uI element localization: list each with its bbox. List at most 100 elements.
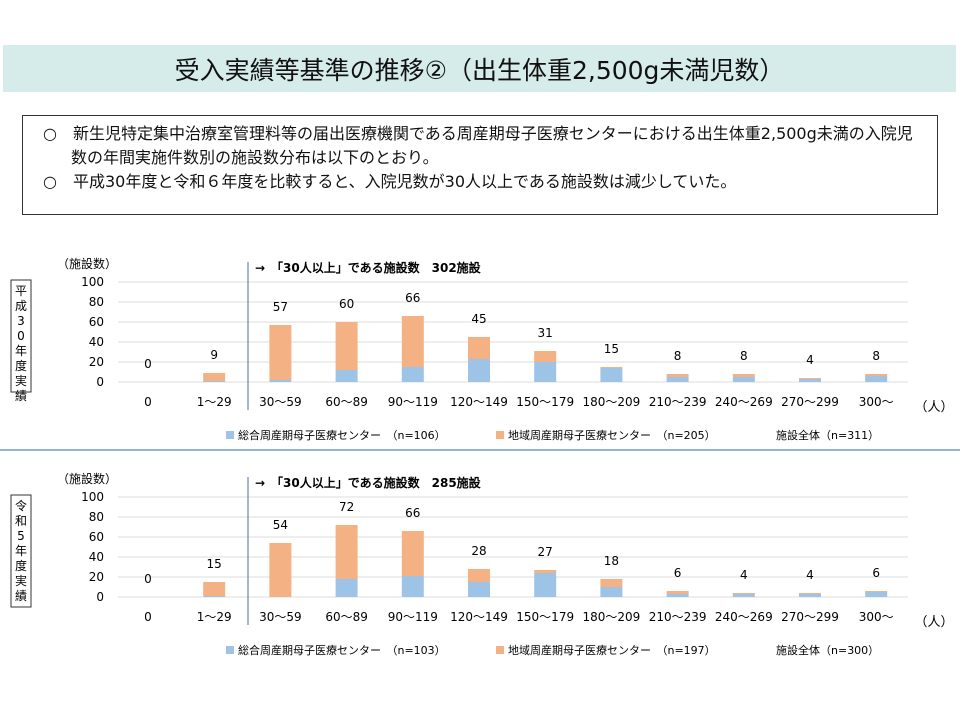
bar-regional	[203, 373, 226, 381]
bar-general	[600, 587, 623, 597]
x-tick-label: 180～209	[582, 610, 640, 624]
bar-general	[865, 376, 888, 382]
legend-regional: 地域周産期母子医療センター （n=197）	[508, 643, 716, 657]
x-tick-label: 90～119	[388, 395, 438, 409]
summary-box: ○ 新生児特定集中治療室管理料等の届出医療機関である周産期母子医療センターにおけ…	[22, 115, 938, 215]
bar-regional	[203, 582, 226, 596]
bar-general	[534, 362, 557, 382]
bar-regional	[401, 531, 424, 576]
bar-general	[401, 576, 424, 597]
y-tick-label: 0	[96, 590, 104, 604]
data-label: 8	[872, 349, 880, 363]
x-axis-unit: （人）	[914, 400, 953, 415]
x-tick-label: 240～269	[715, 395, 773, 409]
bar-general	[468, 359, 490, 382]
y-tick-label: 40	[89, 335, 104, 349]
bar-regional	[335, 525, 358, 579]
y-tick-label: 0	[96, 375, 104, 389]
side-label-char: 年	[15, 544, 27, 558]
bar-regional	[534, 351, 557, 362]
bar-general	[865, 592, 888, 597]
x-tick-label: 0	[144, 610, 152, 624]
data-label: 0	[144, 572, 152, 586]
annotation: → 「30人以上」である施設数 285施設	[255, 475, 482, 490]
bar-regional	[468, 569, 490, 582]
x-tick-label: 1～29	[197, 395, 232, 409]
x-tick-label: 1～29	[197, 610, 232, 624]
side-label-char: 令	[15, 498, 27, 513]
bar-general	[534, 573, 557, 597]
bar-general	[401, 367, 424, 382]
side-label-box	[10, 494, 32, 608]
data-label: 27	[538, 545, 553, 559]
note-2: ○ 平成30年度と令和６年度を比較すると、入院児数が30人以上である施設数は減少…	[43, 172, 737, 191]
bar-regional	[468, 337, 490, 359]
bar-general	[732, 377, 755, 382]
y-axis-label: （施設数）	[57, 471, 117, 486]
legend-general: 総合周産期母子医療センター （n=106）	[238, 428, 446, 442]
side-label-char: 平	[15, 284, 27, 298]
side-label-char: 実	[15, 373, 27, 388]
page-title: 受入実績等基準の推移②（出生体重2,500g未満児数）	[3, 45, 956, 92]
bar-regional	[799, 378, 821, 379]
x-tick-label: 120～149	[450, 395, 508, 409]
data-label: 6	[872, 566, 880, 580]
x-tick-label: 30～59	[259, 610, 302, 624]
data-label: 72	[339, 500, 354, 514]
x-tick-label: 120～149	[450, 610, 508, 624]
data-label: 45	[471, 312, 486, 326]
x-tick-label: 150～179	[516, 610, 574, 624]
y-tick-label: 20	[89, 355, 104, 369]
bar-general	[335, 579, 358, 597]
x-tick-label: 270～299	[781, 610, 839, 624]
data-label: 57	[273, 300, 288, 314]
data-label: 4	[740, 568, 748, 582]
bar-general	[468, 582, 490, 597]
y-tick-label: 80	[89, 510, 104, 524]
data-label: 4	[806, 568, 814, 582]
side-label-char: 5	[17, 529, 25, 543]
bar-regional	[269, 543, 292, 597]
bar-regional	[666, 374, 689, 377]
bar-general	[799, 594, 821, 597]
x-tick-label: 270～299	[781, 395, 839, 409]
side-label-char: 0	[17, 329, 25, 343]
bar-general	[203, 381, 226, 382]
data-label: 8	[674, 349, 682, 363]
data-label: 9	[210, 348, 218, 362]
x-axis-unit: （人）	[914, 615, 953, 630]
side-label-char: 成	[15, 299, 27, 313]
legend-swatch-general	[226, 431, 234, 439]
data-label: 60	[339, 297, 354, 311]
bar-general	[203, 596, 226, 597]
bar-regional	[666, 591, 689, 594]
x-tick-label: 60～89	[325, 395, 368, 409]
bar-regional	[732, 593, 755, 594]
legend-swatch-regional	[496, 646, 504, 654]
side-label-char: 実	[15, 573, 27, 588]
data-label: 66	[405, 291, 420, 305]
side-label-char: 績	[15, 589, 27, 603]
legend-general: 総合周産期母子医療センター （n=103）	[238, 643, 446, 657]
y-tick-label: 20	[89, 570, 104, 584]
x-tick-label: 210～239	[649, 395, 707, 409]
data-label: 4	[806, 353, 814, 367]
bar-general	[666, 594, 689, 597]
bar-regional	[799, 593, 821, 594]
x-tick-label: 240～269	[715, 610, 773, 624]
data-label: 0	[144, 357, 152, 371]
bar-general	[799, 379, 821, 382]
bar-regional	[269, 325, 292, 380]
legend-swatch-general	[226, 646, 234, 654]
data-label: 15	[207, 557, 222, 571]
y-tick-label: 60	[89, 315, 104, 329]
legend-regional: 地域周産期母子医療センター （n=205）	[508, 428, 716, 442]
data-label: 6	[674, 566, 682, 580]
bar-general	[269, 380, 292, 382]
x-tick-label: 180～209	[582, 395, 640, 409]
data-label: 28	[471, 544, 486, 558]
x-tick-label: 90～119	[388, 610, 438, 624]
data-label: 8	[740, 349, 748, 363]
